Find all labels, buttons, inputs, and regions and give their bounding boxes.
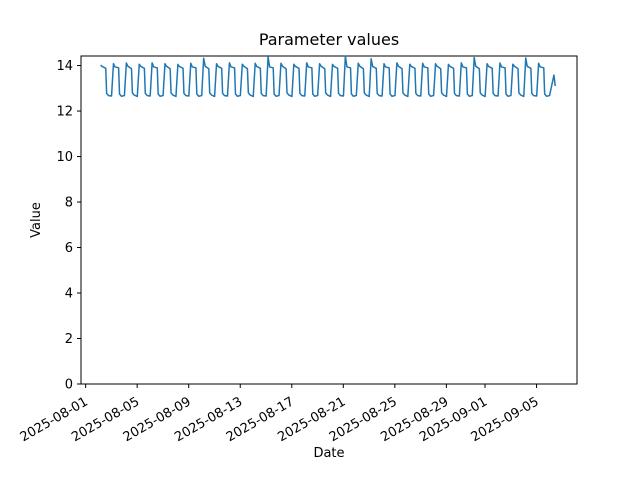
x-axis-label: Date (313, 446, 344, 461)
y-tick-label: 12 (56, 105, 73, 120)
y-tick-label: 6 (65, 241, 73, 256)
plot-area: 024681012142025-08-012025-08-052025-08-0… (18, 55, 578, 445)
y-tick-label: 14 (56, 59, 73, 74)
y-tick-label: 2 (65, 332, 73, 347)
y-tick-label: 10 (56, 150, 73, 165)
y-tick-label: 4 (65, 287, 73, 302)
plot-border (80, 55, 578, 385)
y-axis-label: Value (29, 202, 44, 238)
data-line-series (100, 55, 556, 98)
y-tick-label: 0 (65, 378, 73, 393)
chart-title: Parameter values (259, 30, 399, 49)
y-tick-label: 8 (65, 196, 73, 211)
